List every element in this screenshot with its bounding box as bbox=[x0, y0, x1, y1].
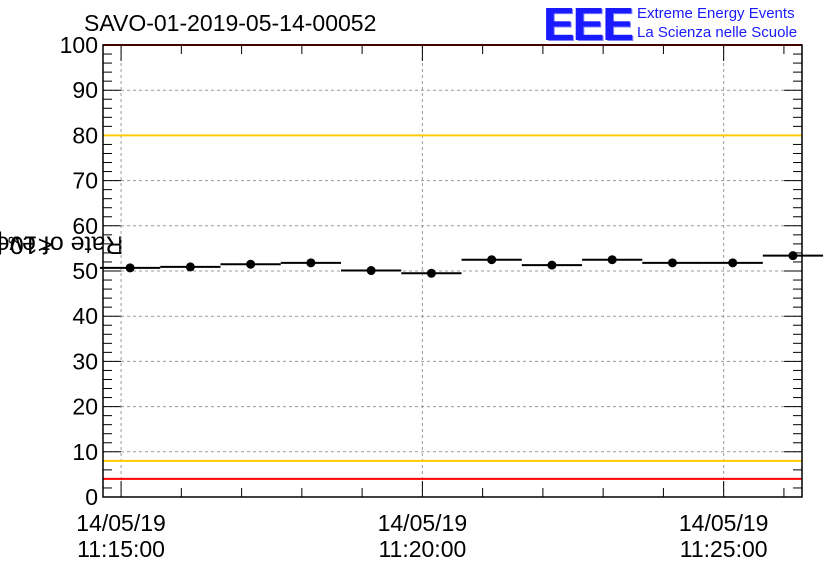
x-tick-label-date: 14/05/19 bbox=[378, 510, 468, 536]
data-point bbox=[366, 266, 376, 276]
plot-frame bbox=[102, 44, 803, 498]
y-tick-label: 60 bbox=[72, 213, 98, 239]
y-tick-label: 90 bbox=[72, 77, 98, 103]
x-tick-label-time: 11:15:00 bbox=[77, 536, 165, 562]
data-point bbox=[246, 259, 256, 269]
logo-caption-line1: Extreme Energy Events bbox=[637, 5, 795, 22]
data-point bbox=[487, 255, 497, 265]
logo-caption-line2: La Scienza nelle Scuole bbox=[637, 24, 798, 41]
y-tick-label: 40 bbox=[72, 303, 98, 329]
x-tick-label-date: 14/05/19 bbox=[679, 510, 769, 536]
y-tick-label: 20 bbox=[72, 394, 98, 420]
y-tick-label: 10 bbox=[72, 439, 98, 465]
x-tick-label-date: 14/05/19 bbox=[76, 510, 166, 536]
y-tick-label: 80 bbox=[72, 122, 98, 148]
y-tick-label: 0 bbox=[85, 484, 98, 510]
eee-logo: EEE bbox=[543, 0, 633, 50]
chart-title: SAVO-01-2019-05-14-00052 bbox=[84, 10, 377, 36]
logo-caption: Extreme Energy Events La Scienza nelle S… bbox=[637, 4, 797, 42]
y-tick-label: 70 bbox=[72, 168, 98, 194]
data-point bbox=[125, 263, 135, 273]
data-point bbox=[788, 251, 798, 261]
x-tick-label-time: 11:20:00 bbox=[378, 536, 466, 562]
data-point bbox=[547, 260, 557, 270]
y-tick-label: 100 bbox=[60, 32, 98, 58]
y-tick-label: 30 bbox=[72, 348, 98, 374]
data-point bbox=[426, 268, 436, 278]
data-point bbox=[667, 258, 677, 268]
data-point bbox=[185, 262, 195, 272]
data-point bbox=[306, 258, 316, 268]
y-tick-label: 50 bbox=[72, 258, 98, 284]
data-point bbox=[728, 258, 738, 268]
data-point bbox=[607, 255, 617, 265]
x-tick-label-time: 11:25:00 bbox=[680, 536, 768, 562]
